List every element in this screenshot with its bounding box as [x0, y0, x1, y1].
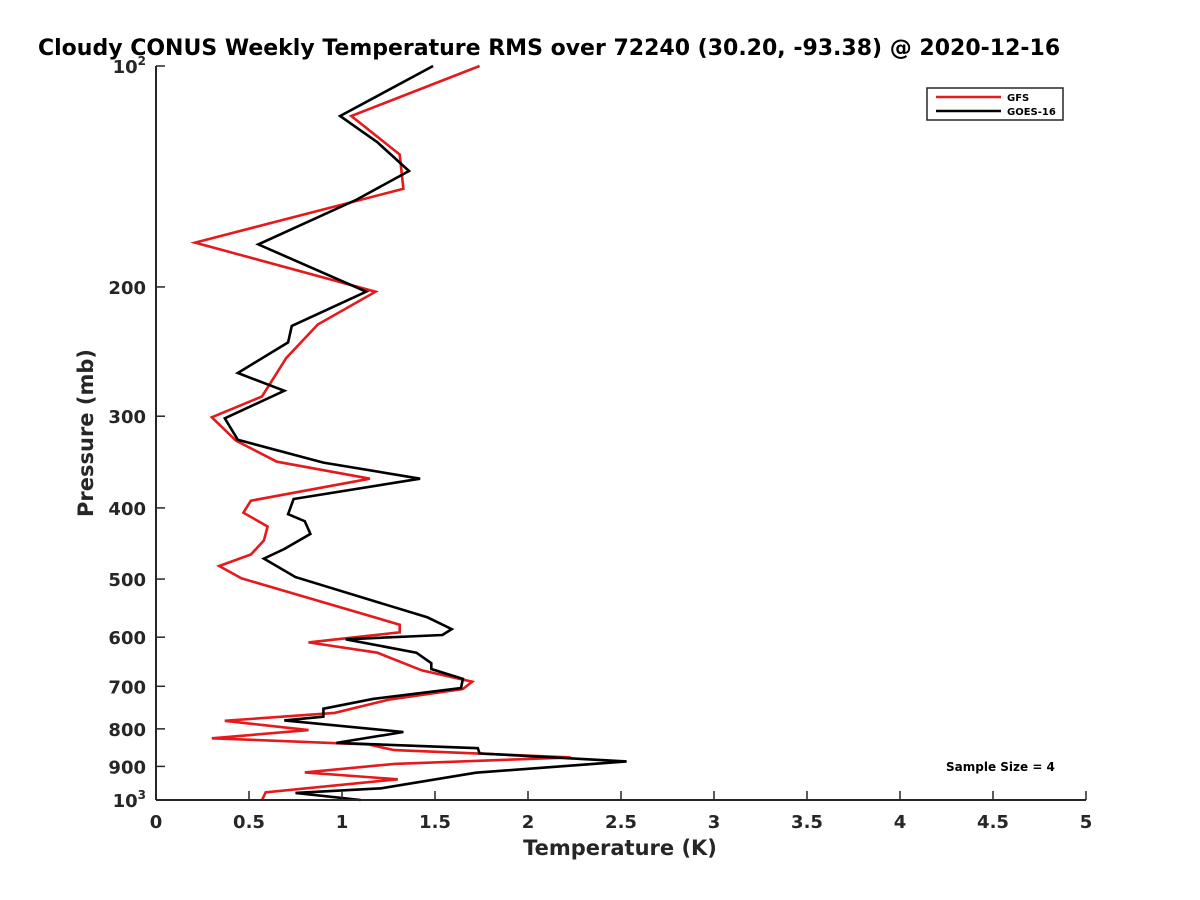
plot-area: 0 0.5 1 1.5 2 2.5 3 3.5 4 4.5 5 102200300400500600… — [108, 54, 1092, 833]
chart-title: Cloudy CONUS Weekly Temperature RMS over… — [38, 36, 1060, 61]
y-tick-label-exponent: 2 — [138, 54, 146, 68]
y-tick-label: 200 — [108, 278, 146, 299]
y-tick-label: 102 — [113, 54, 146, 78]
x-tick-label: 2.5 — [605, 812, 637, 833]
x-tick-label: 2 — [522, 812, 535, 833]
x-tick-label: 4.5 — [977, 812, 1009, 833]
legend-label-gfs: GFS — [1007, 93, 1029, 104]
y-tick-label: 500 — [108, 570, 146, 591]
x-tick-label: 1.5 — [419, 812, 451, 833]
y-tick-label: 400 — [108, 499, 146, 520]
y-tick-label-base: 10 — [113, 791, 138, 812]
series-line-goes-16 — [222, 64, 627, 802]
y-tick-label: 300 — [108, 407, 146, 428]
x-ticks: 0 0.5 1 1.5 2 2.5 3 3.5 4 4.5 5 — [150, 791, 1093, 833]
x-tick-label: 4 — [894, 812, 907, 833]
y-tick-label: 600 — [108, 628, 146, 649]
y-tick-label: 103 — [113, 788, 146, 812]
x-tick-label: 0 — [150, 812, 163, 833]
x-tick-label: 0.5 — [233, 812, 265, 833]
x-axis-label: Temperature (K) — [523, 836, 717, 860]
x-tick-label: 3 — [708, 812, 721, 833]
y-tick-label: 800 — [108, 720, 146, 741]
y-tick-label-exponent: 3 — [138, 788, 146, 802]
legend: GFS GOES-16 — [926, 87, 1064, 121]
y-axis-label: Pressure (mb) — [74, 349, 98, 517]
series-line-gfs — [190, 64, 571, 801]
series-layer — [190, 64, 627, 802]
y-tick-label: 900 — [108, 757, 146, 778]
y-tick-label-base: 10 — [113, 57, 138, 78]
sample-size-annotation: Sample Size = 4 — [946, 760, 1055, 774]
legend-label-goes16: GOES-16 — [1007, 107, 1056, 118]
legend-box — [926, 87, 1064, 121]
x-tick-label: 5 — [1080, 812, 1093, 833]
x-tick-label: 3.5 — [791, 812, 823, 833]
y-tick-label: 700 — [108, 677, 146, 698]
x-tick-label: 1 — [336, 812, 349, 833]
